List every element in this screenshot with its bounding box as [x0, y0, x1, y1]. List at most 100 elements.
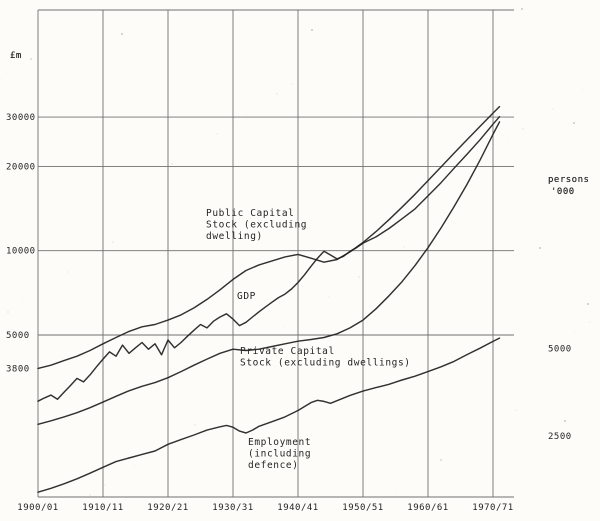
speck	[276, 93, 278, 95]
speck	[582, 88, 584, 90]
series-line-gdp	[37, 115, 501, 402]
speck	[0, 78, 2, 80]
speck	[186, 153, 188, 155]
annotation-public-capital-stock-line: dwelling)	[206, 231, 263, 242]
speck	[171, 163, 173, 165]
speck	[425, 469, 427, 471]
speck	[127, 231, 129, 233]
speck	[521, 8, 523, 10]
speck	[485, 429, 487, 431]
speck	[537, 118, 539, 120]
speck	[97, 251, 99, 253]
speck	[74, 504, 76, 506]
speck	[455, 449, 457, 451]
speck	[216, 133, 218, 135]
speck	[112, 241, 114, 243]
speck	[89, 494, 91, 496]
right-axis-unit-label-line2: '000	[551, 187, 575, 197]
speck	[306, 73, 308, 75]
speck	[403, 246, 405, 248]
annotation-employment-line: Employment	[248, 437, 311, 448]
speck	[22, 301, 24, 303]
speck	[507, 138, 509, 140]
annotation-public-capital-stock-line: Public Capital	[206, 208, 294, 219]
left-axis-tick-label: 3800	[6, 364, 30, 374]
x-axis-tick-label: 1900/01	[17, 503, 58, 513]
speck	[410, 479, 412, 481]
speck	[380, 499, 382, 501]
speck	[224, 404, 226, 406]
speck	[589, 321, 591, 323]
x-axis-tick-label: 1930/31	[212, 503, 253, 513]
speck	[567, 98, 569, 100]
annotation-public-capital-stock-line: Stock (excluding	[206, 220, 307, 231]
speck	[209, 414, 211, 416]
speck	[283, 326, 285, 328]
speck	[321, 63, 323, 65]
speck	[522, 128, 524, 130]
speck	[328, 296, 330, 298]
series-line-private-capital-stock	[37, 121, 501, 426]
speck	[52, 281, 54, 283]
speck	[418, 236, 420, 238]
right-axis-unit-label-line1: persons	[548, 175, 590, 185]
series-line-public-capital-stock	[37, 105, 501, 370]
speck	[313, 306, 315, 308]
x-axis-tick-label: 1920/21	[147, 503, 188, 513]
speck	[564, 420, 566, 422]
right-axis-tick-label: 2500	[548, 432, 572, 442]
speck	[552, 108, 554, 110]
left-axis-unit-label: £m	[10, 51, 22, 61]
speck	[261, 103, 263, 105]
left-axis-tick-label: 20000	[6, 162, 36, 172]
left-axis-tick-label: 30000	[6, 113, 36, 123]
speck	[311, 29, 313, 31]
speck	[82, 261, 84, 263]
series-line-employment	[37, 337, 501, 493]
annotation-private-capital-stock-line: Private Capital	[240, 346, 335, 357]
speck	[194, 424, 196, 426]
speck	[358, 276, 360, 278]
speck	[477, 158, 479, 160]
speck	[373, 266, 375, 268]
x-axis-tick-label: 1950/51	[342, 503, 383, 513]
speck	[7, 311, 9, 313]
speck	[470, 439, 472, 441]
speck	[134, 464, 136, 466]
annotation-employment-line: (including	[248, 449, 311, 460]
speck	[515, 409, 517, 411]
speck	[119, 474, 121, 476]
speck	[573, 122, 575, 124]
right-axis-tick-label: 5000	[548, 345, 572, 355]
left-axis-tick-label: 10000	[6, 247, 36, 257]
speck	[343, 286, 345, 288]
speck	[201, 143, 203, 145]
speck	[500, 419, 502, 421]
speck	[149, 454, 151, 456]
speck	[121, 33, 123, 35]
speck	[246, 113, 248, 115]
axis-tick-labels: 30000 20000 10000 5000 3800 5000 2500 1900/01 19…	[6, 113, 572, 513]
speck	[291, 83, 293, 85]
speck	[30, 58, 32, 60]
speck	[395, 489, 397, 491]
speck	[587, 303, 589, 305]
x-axis-tick-label: 1940/41	[277, 503, 318, 513]
speck	[15, 68, 17, 70]
x-axis-tick-label: 1970/71	[472, 503, 513, 513]
speck	[231, 123, 233, 125]
speck	[179, 434, 181, 436]
speck	[539, 247, 541, 249]
speck	[104, 484, 106, 486]
annotation-employment-line: defence)	[248, 460, 299, 471]
speck	[37, 291, 39, 293]
x-axis-tick-label: 1960/61	[407, 503, 448, 513]
speck	[440, 459, 442, 461]
scan-noise	[0, 8, 591, 506]
gridlines	[37, 9, 514, 498]
annotation-gdp-line: GDP	[237, 291, 256, 302]
